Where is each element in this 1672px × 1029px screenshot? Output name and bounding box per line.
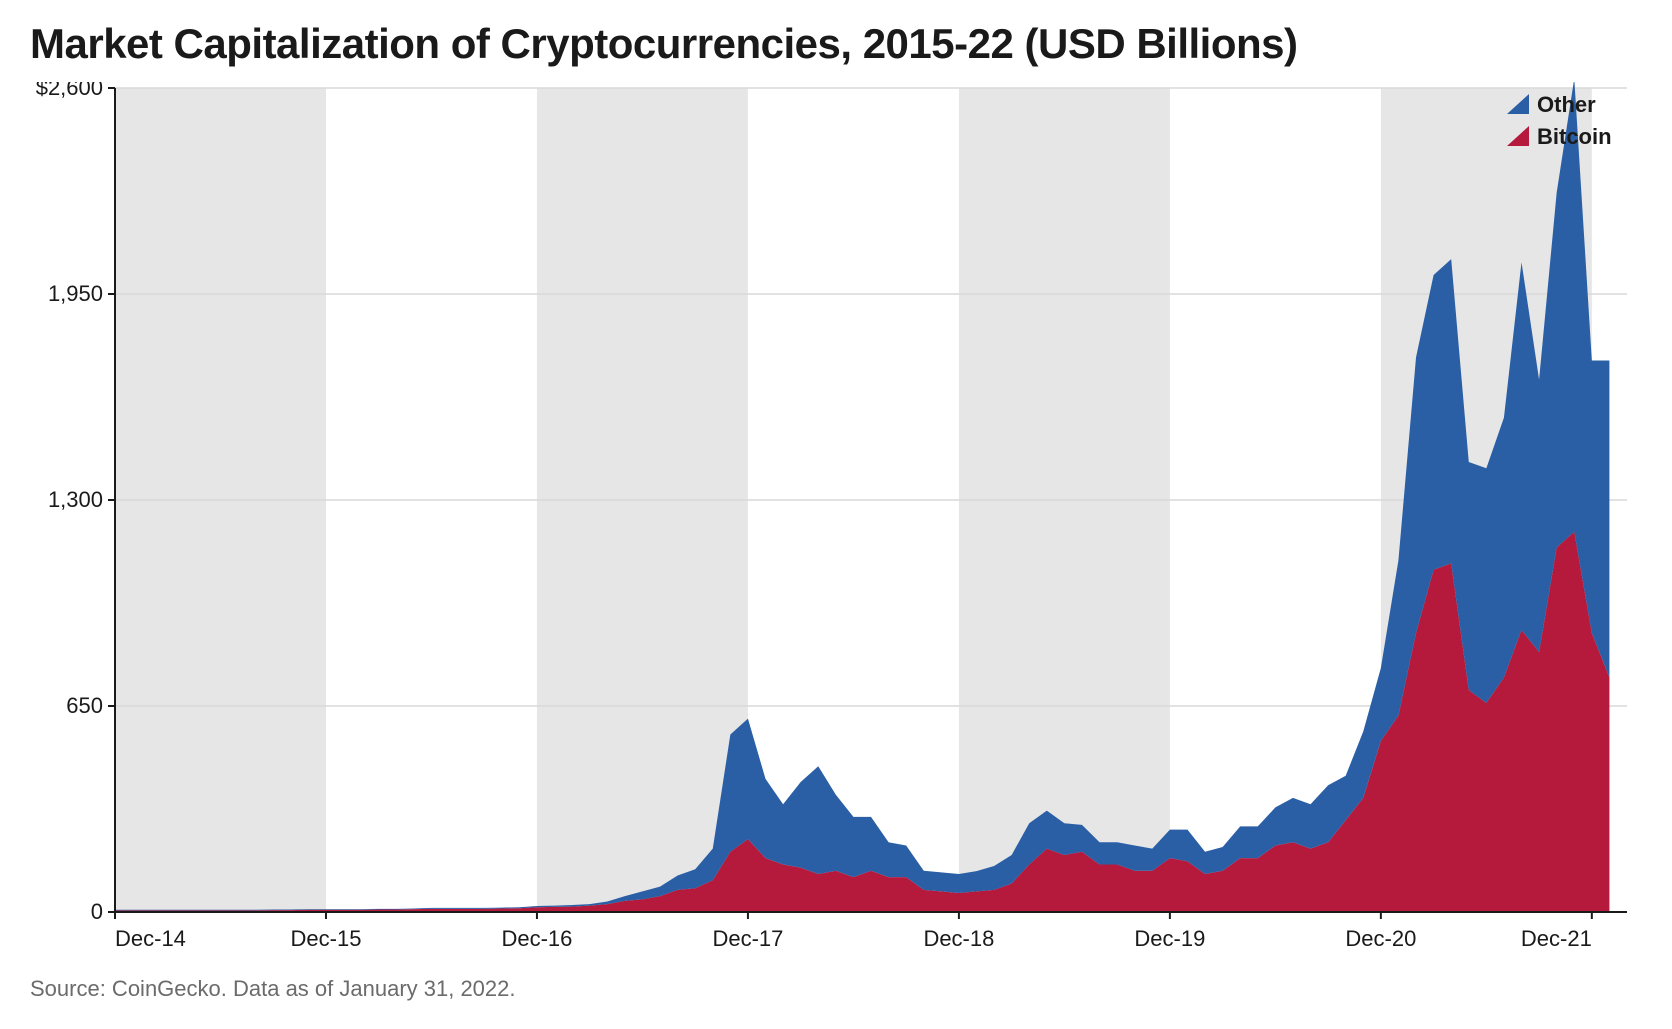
y-tick-label: 0 (91, 899, 103, 924)
x-tick-label: Dec-16 (501, 926, 572, 951)
x-tick-label: Dec-20 (1345, 926, 1416, 951)
x-tick-label: Dec-21 (1521, 926, 1592, 951)
y-tick-label: $2,600 (36, 82, 103, 100)
y-tick-label: 1,300 (48, 487, 103, 512)
legend-label: Other (1537, 92, 1596, 117)
chart-title: Market Capitalization of Cryptocurrencie… (30, 20, 1642, 68)
chart-container: Market Capitalization of Cryptocurrencie… (0, 0, 1672, 1029)
area-chart-svg: 0 650 1,300 1,950 $2,600 Dec-14 Dec-15 Dec-16 De… (30, 82, 1642, 962)
x-tick-label: Dec-14 (115, 926, 186, 951)
legend-label: Bitcoin (1537, 124, 1612, 149)
x-tick-label: Dec-18 (923, 926, 994, 951)
chart-source: Source: CoinGecko. Data as of January 31… (30, 976, 1642, 1002)
y-tick-label: 650 (66, 693, 103, 718)
x-tick-label: Dec-19 (1134, 926, 1205, 951)
x-tick-label: Dec-15 (291, 926, 362, 951)
chart-area: 0 650 1,300 1,950 $2,600 Dec-14 Dec-15 Dec-16 De… (30, 82, 1642, 962)
x-tick-label: Dec-17 (712, 926, 783, 951)
y-tick-label: 1,950 (48, 281, 103, 306)
